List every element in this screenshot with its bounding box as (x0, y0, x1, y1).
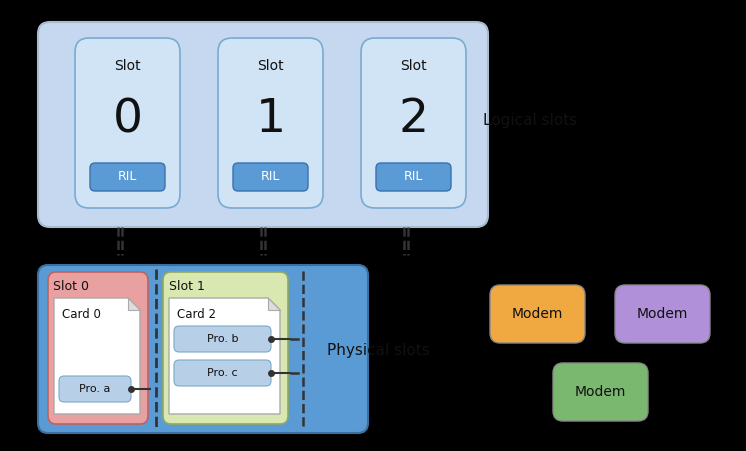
FancyBboxPatch shape (218, 38, 323, 208)
Polygon shape (268, 298, 280, 310)
Polygon shape (54, 298, 140, 414)
FancyBboxPatch shape (376, 163, 451, 191)
Text: Pro. c: Pro. c (207, 368, 238, 378)
FancyBboxPatch shape (38, 265, 368, 433)
Text: RIL: RIL (404, 170, 423, 184)
Text: 1: 1 (255, 97, 286, 143)
Text: 0: 0 (113, 97, 142, 143)
Text: Card 0: Card 0 (62, 308, 101, 321)
Text: Slot: Slot (257, 59, 283, 73)
FancyBboxPatch shape (75, 38, 180, 208)
Text: Slot: Slot (114, 59, 141, 73)
Text: Physical slots: Physical slots (327, 342, 430, 358)
FancyBboxPatch shape (361, 38, 466, 208)
FancyBboxPatch shape (174, 360, 271, 386)
Text: Modem: Modem (637, 307, 689, 321)
FancyBboxPatch shape (490, 285, 585, 343)
FancyBboxPatch shape (163, 272, 288, 424)
FancyBboxPatch shape (174, 326, 271, 352)
FancyBboxPatch shape (90, 163, 165, 191)
Text: Pro. a: Pro. a (79, 384, 110, 394)
Text: Slot: Slot (400, 59, 427, 73)
FancyBboxPatch shape (553, 363, 648, 421)
FancyBboxPatch shape (38, 22, 488, 227)
Text: Modem: Modem (575, 385, 626, 399)
FancyBboxPatch shape (59, 376, 131, 402)
Text: Card 2: Card 2 (177, 308, 216, 321)
Text: Modem: Modem (512, 307, 563, 321)
Text: Slot 0: Slot 0 (53, 280, 89, 293)
FancyBboxPatch shape (615, 285, 710, 343)
Text: Slot 1: Slot 1 (169, 280, 205, 293)
FancyBboxPatch shape (48, 272, 148, 424)
Polygon shape (128, 298, 140, 310)
Text: 2: 2 (398, 97, 428, 143)
Text: RIL: RIL (118, 170, 137, 184)
Polygon shape (169, 298, 280, 414)
Text: Logical slots: Logical slots (483, 112, 577, 128)
Text: RIL: RIL (261, 170, 280, 184)
FancyBboxPatch shape (233, 163, 308, 191)
Text: Pro. b: Pro. b (207, 334, 238, 344)
